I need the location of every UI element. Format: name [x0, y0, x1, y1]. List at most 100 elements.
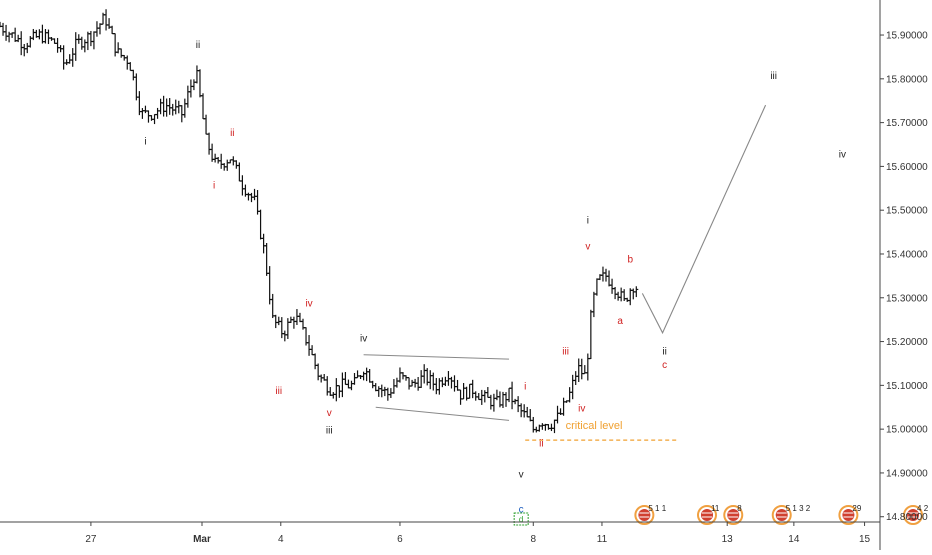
event-flag[interactable]: 5 1 1	[634, 504, 667, 525]
ohlc-bar	[149, 115, 154, 121]
event-flag[interactable]: 8	[723, 504, 744, 525]
ohlc-bar	[237, 162, 242, 182]
ohlc-bar	[525, 406, 530, 418]
ohlc-bar	[207, 132, 212, 155]
ohlc-bar	[176, 100, 181, 114]
ohlc-bar	[252, 188, 257, 201]
ohlc-bar	[607, 270, 612, 287]
ohlc-bar	[143, 105, 148, 114]
event-flag[interactable]: 4 2	[903, 504, 929, 525]
ohlc-bar	[110, 25, 115, 35]
ohlc-bar	[291, 316, 296, 329]
dividend-marker[interactable]: d	[513, 512, 529, 526]
wave-label: i	[213, 180, 215, 191]
y-tick-label: 15.80000	[886, 74, 928, 85]
ohlc-bar	[555, 405, 560, 424]
wave-label: iv	[305, 299, 312, 310]
ohlc-bar	[352, 373, 357, 385]
event-markers[interactable]: 5 1 1 11 8 5 1 3 2 29 4 2 d	[513, 504, 929, 526]
ohlc-bar	[4, 24, 9, 41]
ohlc-bar	[219, 153, 224, 169]
ohlc-bar	[588, 309, 593, 360]
ohlc-bars	[0, 9, 639, 434]
ohlc-bar	[458, 389, 463, 405]
x-tick-label: 27	[85, 534, 97, 545]
ohlc-bar	[428, 370, 433, 390]
ohlc-bar	[201, 93, 206, 120]
ohlc-bar	[449, 376, 454, 389]
ohlc-bar	[552, 419, 557, 434]
ohlc-bar	[270, 293, 275, 319]
event-flag-icon	[775, 509, 788, 521]
ohlc-bar	[470, 379, 475, 399]
wave-label: b	[627, 255, 633, 266]
ohlc-bar	[355, 370, 360, 379]
ohlc-bar	[1, 22, 6, 36]
wave-label: ii	[230, 128, 234, 139]
ohlc-bar	[22, 44, 27, 57]
ohlc-bar	[440, 377, 445, 388]
ohlc-bar	[182, 98, 187, 118]
x-tick-label: Mar	[193, 534, 211, 545]
y-tick-label: 15.90000	[886, 31, 928, 42]
y-tick-label: 15.00000	[886, 425, 928, 436]
ohlc-bar	[491, 393, 496, 412]
ohlc-bar	[376, 386, 381, 397]
event-flag-count: 5 1 3 2	[786, 504, 811, 513]
ohlc-bar	[37, 29, 42, 40]
ohlc-bar	[7, 31, 12, 43]
x-tick-label: 8	[530, 534, 536, 545]
ohlc-bar	[576, 358, 581, 382]
ohlc-bar	[113, 33, 118, 57]
wave-label: i	[587, 215, 589, 226]
ohlc-bar	[604, 268, 608, 282]
wave-label: c	[662, 360, 667, 371]
ohlc-bar	[573, 371, 578, 386]
ohlc-bar	[164, 98, 169, 117]
ohlc-bar	[179, 105, 184, 123]
ohlc-bar	[370, 380, 375, 389]
event-flag-icon	[907, 509, 920, 521]
x-tick-label: 13	[722, 534, 734, 545]
ohlc-bar	[128, 62, 133, 72]
ohlc-bar	[140, 108, 145, 119]
ohlc-bar	[155, 107, 160, 119]
wave-label: iii	[275, 386, 282, 397]
triangle-lower-line	[375, 406, 510, 421]
ohlc-bar	[485, 387, 490, 399]
y-tick-label: 15.60000	[886, 162, 928, 173]
event-flag[interactable]: 5 1 3 2	[771, 504, 811, 525]
ohlc-bar	[319, 374, 324, 383]
ohlc-bar	[91, 31, 96, 50]
wave-label: iii	[562, 347, 569, 358]
ohlc-bar	[613, 286, 618, 300]
ohlc-bar	[534, 426, 539, 433]
ohlc-bar	[188, 79, 193, 98]
ohlc-bar	[513, 398, 518, 405]
event-flag-icon	[842, 509, 855, 521]
ohlc-bar	[549, 423, 554, 432]
ohlc-bar	[585, 353, 590, 381]
ohlc-bar	[567, 387, 572, 403]
ohlc-bar	[540, 423, 545, 430]
ohlc-bar	[104, 9, 109, 31]
ohlc-bar	[467, 383, 472, 399]
ohlc-bar	[634, 286, 639, 298]
y-tick-label: 15.10000	[886, 381, 928, 392]
y-tick-label: 15.70000	[886, 118, 928, 129]
ohlc-bar	[225, 159, 230, 171]
ohlc-bar	[516, 396, 521, 413]
ohlc-bar	[570, 374, 575, 400]
event-flag[interactable]: 11	[697, 504, 720, 525]
wave-label: c	[519, 504, 524, 515]
wave-label: i	[524, 382, 526, 393]
event-flag-count: 11	[711, 504, 720, 513]
ohlc-bar	[313, 353, 318, 370]
ohlc-bar	[31, 28, 36, 41]
ohlc-bar	[94, 21, 99, 37]
ohlc-bar	[625, 297, 630, 302]
event-flag[interactable]: 29	[838, 504, 862, 525]
ohlc-bar	[85, 31, 90, 51]
